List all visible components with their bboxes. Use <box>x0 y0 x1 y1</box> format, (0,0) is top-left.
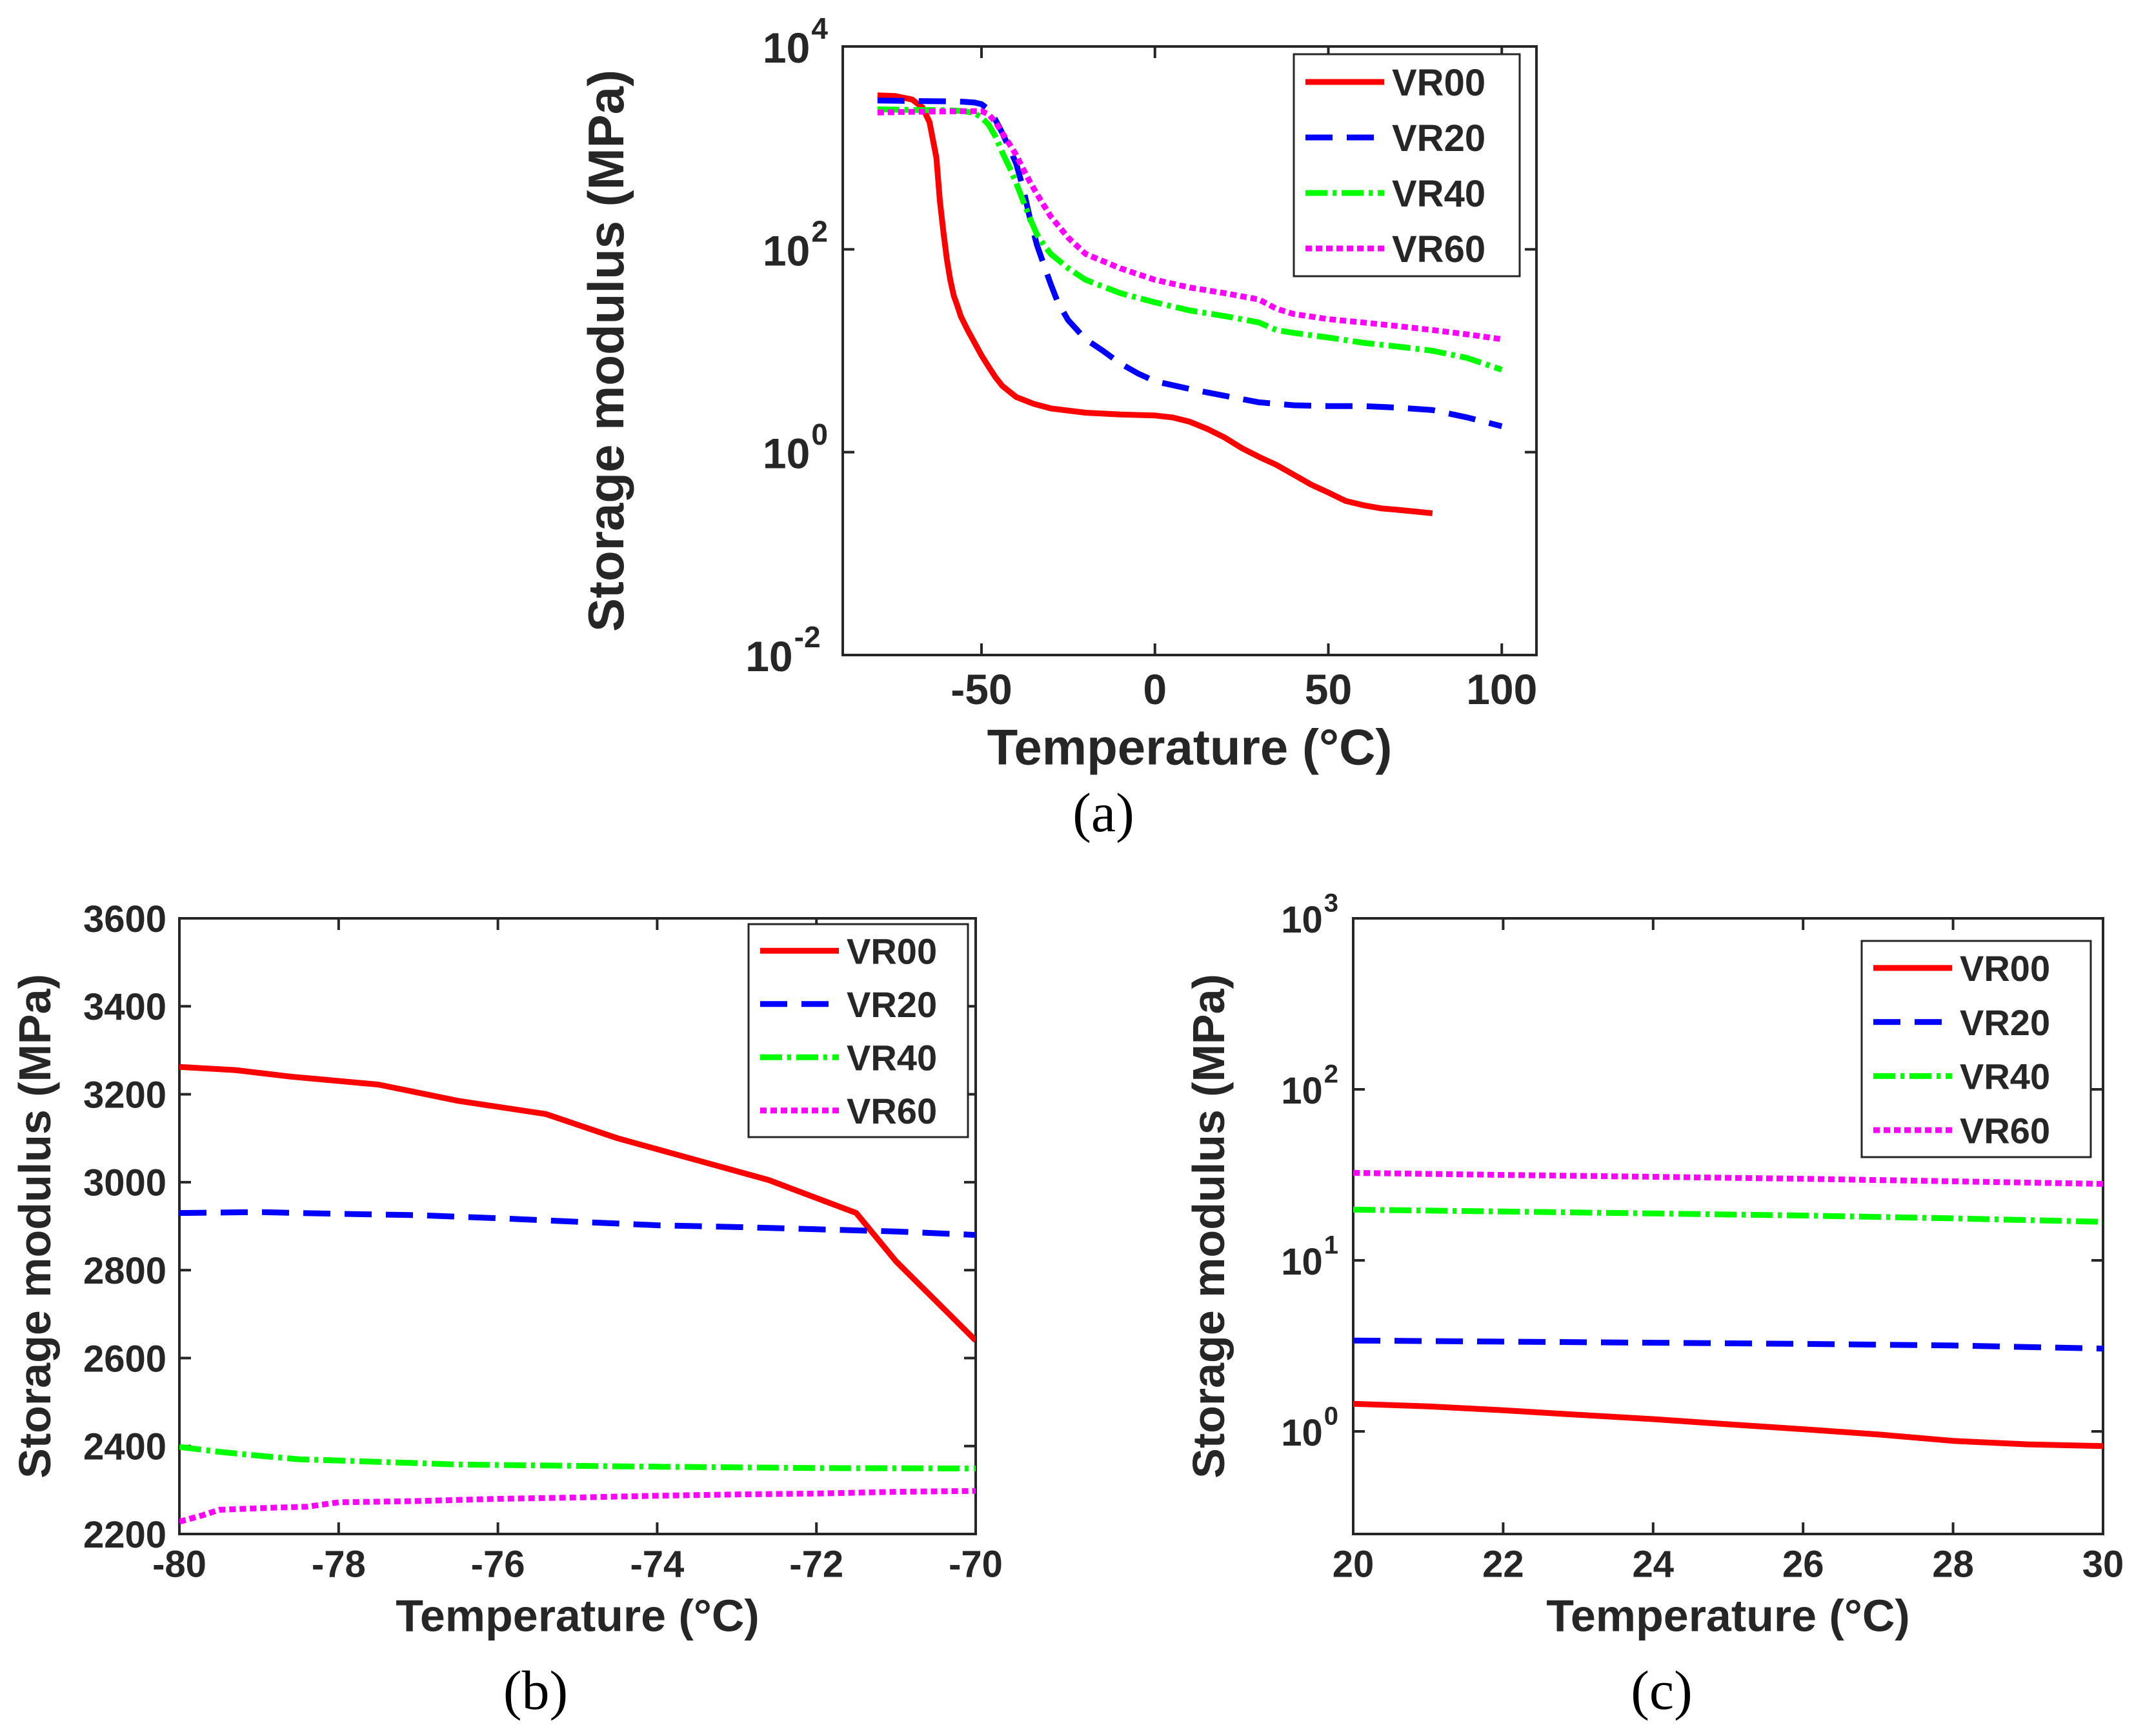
series-line-vr60 <box>1353 1169 2103 1187</box>
legend-label-vr40: VR40 <box>847 1037 937 1078</box>
x-tick-label: -74 <box>630 1544 684 1586</box>
y-tick-label-base: 10 <box>1281 1412 1323 1454</box>
series-group <box>877 92 1503 516</box>
y-axis-label: Storage modulus (MPa) <box>1183 974 1234 1479</box>
series-group <box>1353 1169 2103 1449</box>
y-tick-label-base: 10 <box>763 227 810 274</box>
x-tick-label: 50 <box>1305 665 1352 713</box>
series-line-vr60 <box>179 1488 976 1525</box>
y-tick-label-base: 10 <box>763 24 810 72</box>
x-tick-label: -50 <box>951 665 1012 713</box>
legend-label-vr40: VR40 <box>1960 1056 2050 1097</box>
x-tick-label: 28 <box>1932 1544 1974 1586</box>
x-tick-label: 100 <box>1466 665 1537 713</box>
y-tick-label-base: 10 <box>763 430 810 478</box>
x-tick-label: 30 <box>2082 1544 2124 1586</box>
x-tick-label: -78 <box>312 1544 366 1586</box>
x-tick-label: -76 <box>471 1544 525 1586</box>
caption-b: (b) <box>503 1659 568 1721</box>
legend: VR00 VR20 VR40 VR60 <box>747 923 969 1138</box>
legend: VR00 VR20 VR40 VR60 <box>1293 53 1521 278</box>
y-tick-label: 3600 <box>83 898 166 940</box>
legend-box <box>1860 940 2092 1158</box>
x-tick-label: 24 <box>1633 1544 1675 1586</box>
series-line-vr20 <box>877 97 1503 429</box>
x-tick-label: -72 <box>789 1544 843 1586</box>
series-line-vr40 <box>1353 1206 2103 1225</box>
legend-label-vr20: VR20 <box>1960 1002 2050 1043</box>
legend-label-vr20: VR20 <box>847 984 937 1025</box>
x-axis-label: Temperature (°C) <box>1546 1591 1909 1641</box>
legend-label-vr20: VR20 <box>1392 117 1485 159</box>
series-line-vr00 <box>877 92 1433 516</box>
y-tick-label: 3400 <box>83 986 166 1028</box>
legend-label-vr00: VR00 <box>1392 62 1485 104</box>
y-tick-label-exponent: -2 <box>794 620 821 654</box>
legend-label-vr00: VR00 <box>1960 948 2050 989</box>
legend-label-vr60: VR60 <box>1960 1110 2050 1151</box>
y-axis-label: Storage modulus (MPa) <box>10 974 60 1479</box>
y-tick-label: 2200 <box>83 1514 166 1556</box>
series-line-vr60 <box>877 108 1502 343</box>
y-tick-label-base: 10 <box>1281 899 1323 941</box>
series-line-vr00 <box>1353 1400 2103 1449</box>
y-tick-label: 2600 <box>83 1338 166 1380</box>
caption-c: (c) <box>1631 1659 1692 1721</box>
x-tick-label: 26 <box>1782 1544 1824 1586</box>
y-tick-label: 3000 <box>83 1162 166 1204</box>
x-axis-label: Temperature (°C) <box>987 719 1393 776</box>
series-line-vr20 <box>179 1209 976 1238</box>
y-tick-label-base: 10 <box>1281 1241 1323 1283</box>
legend-label-vr00: VR00 <box>847 931 937 971</box>
y-tick-label-exponent: 0 <box>1324 1402 1338 1431</box>
legend-box <box>747 923 969 1138</box>
legend-label-vr60: VR60 <box>847 1091 937 1131</box>
y-tick-label-base: 10 <box>745 632 792 680</box>
series-line-vr20 <box>1353 1337 2103 1352</box>
y-tick-label-base: 10 <box>1281 1070 1323 1112</box>
legend-label-vr40: VR40 <box>1392 173 1485 215</box>
series-group <box>179 1064 976 1525</box>
series-line-vr40 <box>877 106 1503 373</box>
y-axis-label: Storage modulus (MPa) <box>578 70 634 632</box>
y-tick-label: 3200 <box>83 1074 166 1116</box>
series-line-vr40 <box>179 1444 976 1471</box>
y-tick-label: 2400 <box>83 1426 166 1468</box>
y-tick-label-exponent: 2 <box>811 214 828 248</box>
x-tick-label: -80 <box>152 1544 206 1586</box>
chart-b: -80 -78 -76 -74 -72 -70 2200 2400 2600 2800 3000 32… <box>10 898 1003 1641</box>
y-tick-label-exponent: 1 <box>1324 1231 1338 1260</box>
legend-box <box>1293 53 1521 278</box>
x-axis-label: Temperature (°C) <box>396 1591 759 1641</box>
series-line-vr00 <box>179 1064 976 1343</box>
y-tick-label-exponent: 3 <box>1324 889 1338 918</box>
x-tick-label: 0 <box>1143 665 1167 713</box>
x-tick-label: -70 <box>949 1544 1003 1586</box>
legend-label-vr60: VR60 <box>1392 228 1485 270</box>
y-tick-label: 2800 <box>83 1250 166 1292</box>
caption-a: (a) <box>1072 782 1134 843</box>
x-tick-label: 20 <box>1333 1544 1374 1586</box>
legend: VR00 VR20 VR40 VR60 <box>1860 940 2092 1158</box>
y-tick-label-exponent: 4 <box>811 12 828 45</box>
y-tick-label-exponent: 2 <box>1324 1060 1338 1089</box>
x-tick-label: 22 <box>1482 1544 1524 1586</box>
y-tick-label-exponent: 0 <box>811 418 828 451</box>
